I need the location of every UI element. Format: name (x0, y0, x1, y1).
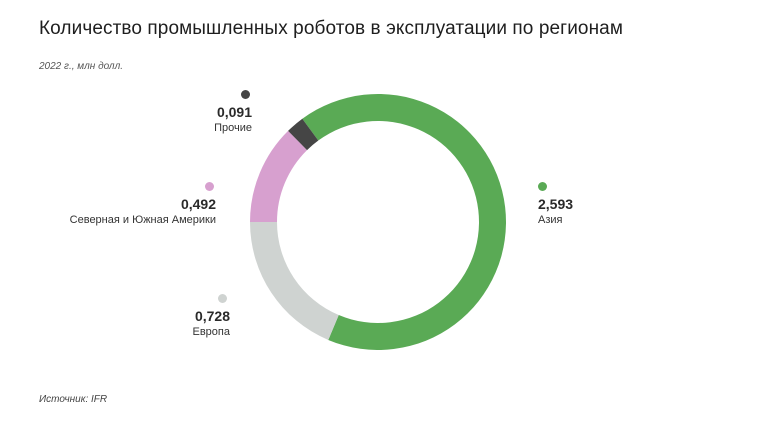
name-europe: Европа (192, 326, 231, 338)
chart-title: Количество промышленных роботов в эксплу… (39, 18, 624, 39)
name-other: Прочие (214, 122, 252, 134)
donut-slice-asia (302, 93, 506, 350)
name-asia: Азия (538, 214, 563, 226)
donut-slice-other (288, 118, 319, 151)
donut-slice-europe (250, 222, 339, 340)
name-americas: Северная и Южная Америки (69, 214, 216, 226)
value-asia: 2,593 (538, 196, 574, 212)
label-asia: 2,593 Азия (538, 178, 598, 228)
legend-dot-asia (538, 182, 547, 191)
source-note: Источник: IFR (39, 394, 108, 405)
label-americas: 0,492 Северная и Южная Америки (30, 178, 216, 228)
label-europe: 0,728 Европа (170, 290, 230, 340)
legend-dot-other (241, 90, 250, 99)
chart-subtitle: 2022 г., млн долл. (39, 61, 123, 72)
donut-slice-americas (250, 130, 308, 222)
value-other: 0,091 (216, 104, 252, 120)
label-other: 0,091 Прочие (190, 86, 252, 136)
value-americas: 0,492 (180, 196, 216, 212)
legend-dot-americas (205, 182, 214, 191)
value-europe: 0,728 (194, 308, 230, 324)
donut-slices (250, 93, 506, 350)
legend-dot-europe (218, 294, 227, 303)
